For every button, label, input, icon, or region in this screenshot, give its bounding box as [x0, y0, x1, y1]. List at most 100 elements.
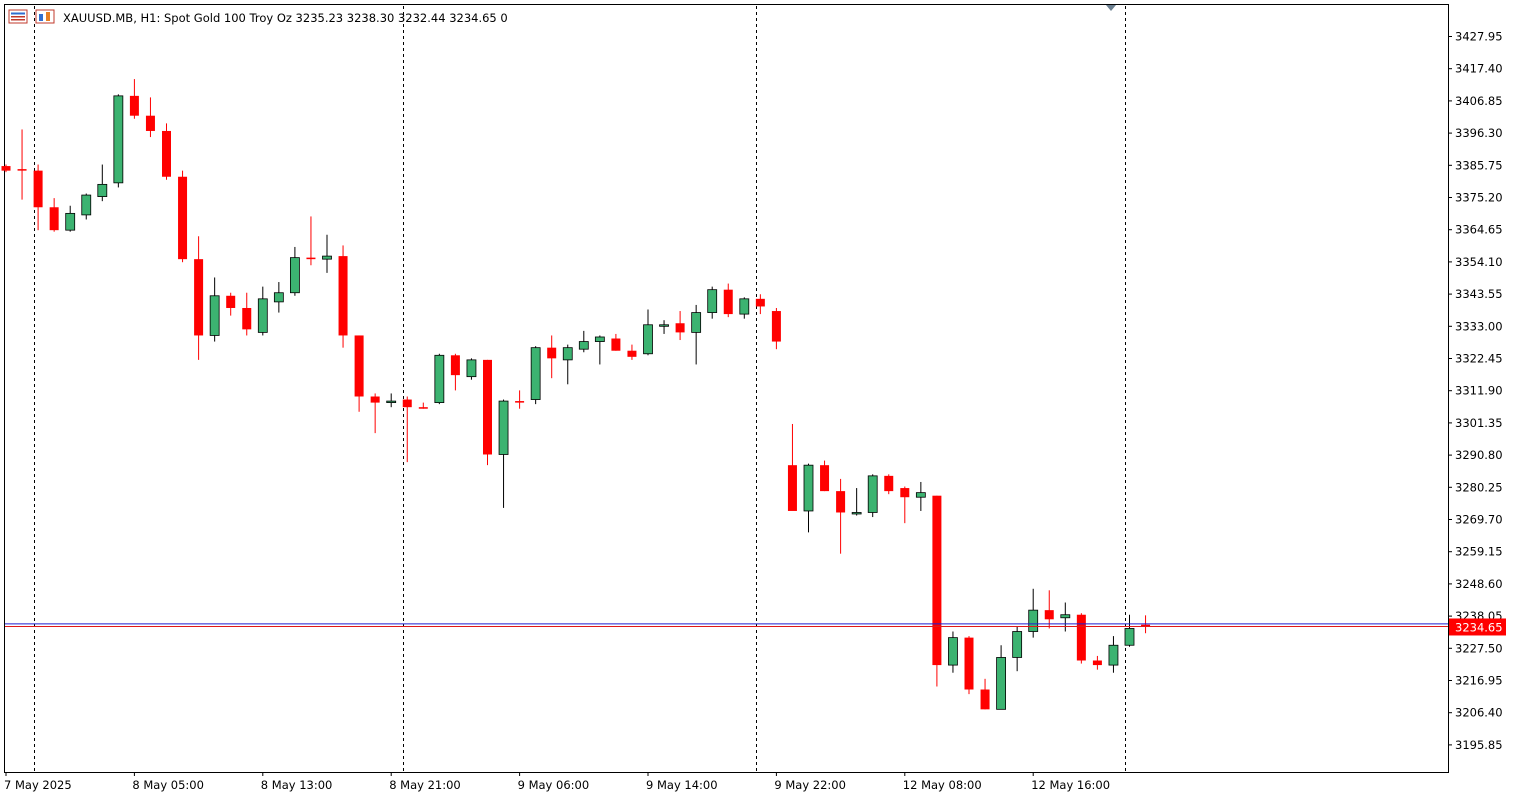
candle-body: [578, 341, 589, 350]
candle[interactable]: [594, 335, 605, 365]
candle[interactable]: [129, 79, 139, 119]
time-axis[interactable]: 7 May 2025 8 May 05:00 8 May 13:00 8 May 21…: [4, 772, 1110, 792]
candle[interactable]: [33, 164, 43, 231]
candle[interactable]: [1076, 613, 1086, 664]
candle[interactable]: [980, 678, 990, 710]
candle[interactable]: [97, 164, 108, 202]
candle[interactable]: [787, 423, 797, 511]
candle[interactable]: [659, 320, 669, 334]
candle[interactable]: [49, 198, 59, 232]
candle[interactable]: [322, 234, 332, 273]
candle[interactable]: [851, 488, 862, 516]
candle[interactable]: [145, 97, 155, 138]
candle[interactable]: [547, 335, 557, 379]
candle-body: [836, 491, 846, 513]
candle-body: [980, 689, 990, 710]
candle[interactable]: [1, 164, 11, 173]
candle[interactable]: [1108, 636, 1119, 673]
candle[interactable]: [273, 282, 284, 313]
candle[interactable]: [867, 474, 878, 518]
candle[interactable]: [627, 344, 637, 360]
candle[interactable]: [932, 495, 942, 687]
candle[interactable]: [209, 277, 220, 342]
candle-body: [498, 400, 509, 455]
candle[interactable]: [354, 335, 364, 412]
candle-body: [226, 295, 236, 308]
candle[interactable]: [755, 294, 765, 315]
candle[interactable]: [515, 390, 525, 409]
candle[interactable]: [643, 309, 653, 356]
chart-bars-icon[interactable]: [35, 9, 55, 24]
candle[interactable]: [1012, 626, 1023, 672]
candle-body: [113, 95, 124, 184]
candle[interactable]: [370, 393, 380, 434]
time-tick-label: 9 May 22:00: [774, 778, 846, 792]
candle[interactable]: [723, 283, 733, 318]
candle-body: [771, 311, 781, 342]
candle-body: [370, 396, 380, 403]
candle[interactable]: [739, 297, 750, 319]
shift-marker-icon[interactable]: [1106, 5, 1116, 11]
candle[interactable]: [194, 236, 204, 360]
candle[interactable]: [257, 286, 268, 336]
candle[interactable]: [964, 636, 974, 695]
candle[interactable]: [402, 396, 412, 463]
candle[interactable]: [1124, 614, 1135, 647]
candle[interactable]: [434, 353, 445, 405]
candle[interactable]: [884, 474, 894, 495]
candle[interactable]: [915, 481, 926, 511]
candle-body: [209, 295, 220, 336]
candle[interactable]: [17, 129, 27, 200]
candle[interactable]: [1092, 655, 1102, 670]
candle-body: [996, 657, 1006, 710]
candle-body: [145, 115, 155, 131]
candle[interactable]: [803, 463, 814, 533]
candle[interactable]: [178, 170, 188, 263]
candle[interactable]: [226, 292, 236, 316]
candle[interactable]: [306, 216, 316, 266]
candle-body: [257, 298, 268, 333]
candle[interactable]: [65, 205, 76, 232]
candle[interactable]: [611, 333, 621, 351]
candle[interactable]: [1044, 590, 1054, 629]
price-axis[interactable]: 3427.95 3417.40 3406.85 3396.30 3385.75 3375.…: [1448, 30, 1506, 752]
candle[interactable]: [418, 402, 428, 409]
candle[interactable]: [466, 358, 477, 380]
candle[interactable]: [691, 304, 702, 365]
candle-body: [562, 347, 573, 361]
candle[interactable]: [289, 246, 300, 296]
candle[interactable]: [996, 645, 1006, 710]
window-list-icon[interactable]: [8, 9, 28, 24]
candle[interactable]: [562, 344, 573, 385]
time-tick-label: 7 May 2025: [4, 778, 72, 792]
candle-body: [948, 637, 958, 666]
candle-body: [466, 359, 477, 378]
candle[interactable]: [578, 330, 589, 353]
candle[interactable]: [242, 292, 252, 336]
candle[interactable]: [771, 307, 781, 350]
candle[interactable]: [707, 286, 718, 319]
candle[interactable]: [530, 346, 541, 405]
candle[interactable]: [338, 245, 348, 348]
candle[interactable]: [386, 393, 397, 408]
candle[interactable]: [820, 460, 830, 492]
candle[interactable]: [948, 631, 958, 673]
candle[interactable]: [1028, 588, 1039, 638]
candle[interactable]: [900, 486, 910, 524]
candle-body: [932, 495, 942, 666]
candle[interactable]: [483, 359, 492, 466]
candle-body: [627, 350, 637, 357]
candle-body: [964, 637, 974, 690]
candle-body: [675, 323, 685, 333]
candle[interactable]: [113, 94, 124, 188]
candle-body: [1012, 631, 1023, 658]
candle[interactable]: [81, 193, 92, 220]
candle[interactable]: [450, 353, 460, 391]
candle[interactable]: [675, 311, 685, 341]
candle-body: [338, 256, 348, 336]
candle[interactable]: [498, 399, 509, 508]
candle[interactable]: [836, 478, 846, 554]
candle[interactable]: [162, 123, 171, 180]
